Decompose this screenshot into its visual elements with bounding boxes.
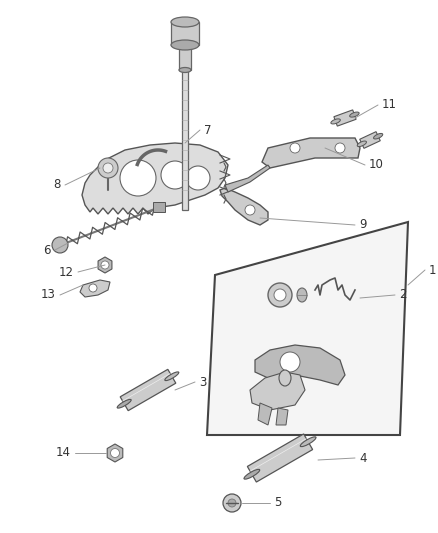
Text: 12: 12 <box>59 265 74 279</box>
Circle shape <box>335 143 345 153</box>
Circle shape <box>186 166 210 190</box>
Ellipse shape <box>171 40 199 50</box>
Ellipse shape <box>117 399 131 408</box>
Polygon shape <box>220 188 268 225</box>
Circle shape <box>89 284 97 292</box>
Polygon shape <box>247 434 313 482</box>
Polygon shape <box>258 403 272 425</box>
Ellipse shape <box>179 68 191 72</box>
Text: 3: 3 <box>199 376 206 389</box>
Ellipse shape <box>297 288 307 302</box>
Polygon shape <box>179 45 191 70</box>
Ellipse shape <box>357 141 367 147</box>
Text: 4: 4 <box>359 451 367 464</box>
Circle shape <box>101 261 109 269</box>
Text: 9: 9 <box>359 219 367 231</box>
Circle shape <box>280 352 300 372</box>
Text: 8: 8 <box>53 179 61 191</box>
Text: 6: 6 <box>43 244 51 256</box>
Polygon shape <box>171 22 199 45</box>
Polygon shape <box>153 202 165 212</box>
Circle shape <box>98 158 118 178</box>
Ellipse shape <box>350 112 359 117</box>
Circle shape <box>290 143 300 153</box>
Polygon shape <box>250 372 305 410</box>
Polygon shape <box>276 408 288 425</box>
Polygon shape <box>80 280 110 297</box>
Polygon shape <box>334 110 356 126</box>
Polygon shape <box>262 138 360 168</box>
Ellipse shape <box>165 372 179 381</box>
Text: 1: 1 <box>429 263 437 277</box>
Circle shape <box>110 448 120 457</box>
Polygon shape <box>107 444 123 462</box>
Text: 2: 2 <box>399 288 406 302</box>
Text: 10: 10 <box>369 158 384 172</box>
Ellipse shape <box>244 470 260 479</box>
Polygon shape <box>207 222 408 435</box>
Circle shape <box>245 205 255 215</box>
Text: 7: 7 <box>204 124 212 136</box>
Circle shape <box>103 163 113 173</box>
Ellipse shape <box>279 370 291 386</box>
Polygon shape <box>182 70 188 210</box>
Circle shape <box>52 237 68 253</box>
Ellipse shape <box>171 17 199 27</box>
Polygon shape <box>360 132 380 148</box>
Text: 14: 14 <box>56 447 71 459</box>
Circle shape <box>161 161 189 189</box>
Text: 11: 11 <box>382 99 397 111</box>
Polygon shape <box>98 257 112 273</box>
Polygon shape <box>255 345 345 385</box>
Polygon shape <box>120 369 176 411</box>
Circle shape <box>268 283 292 307</box>
Circle shape <box>120 160 156 196</box>
Text: 13: 13 <box>41 288 56 302</box>
Polygon shape <box>82 143 228 214</box>
Polygon shape <box>225 165 270 192</box>
Circle shape <box>274 289 286 301</box>
Circle shape <box>223 494 241 512</box>
Circle shape <box>228 499 236 507</box>
Text: 5: 5 <box>274 497 281 510</box>
Ellipse shape <box>374 133 383 139</box>
Ellipse shape <box>331 119 340 124</box>
Ellipse shape <box>300 437 316 447</box>
